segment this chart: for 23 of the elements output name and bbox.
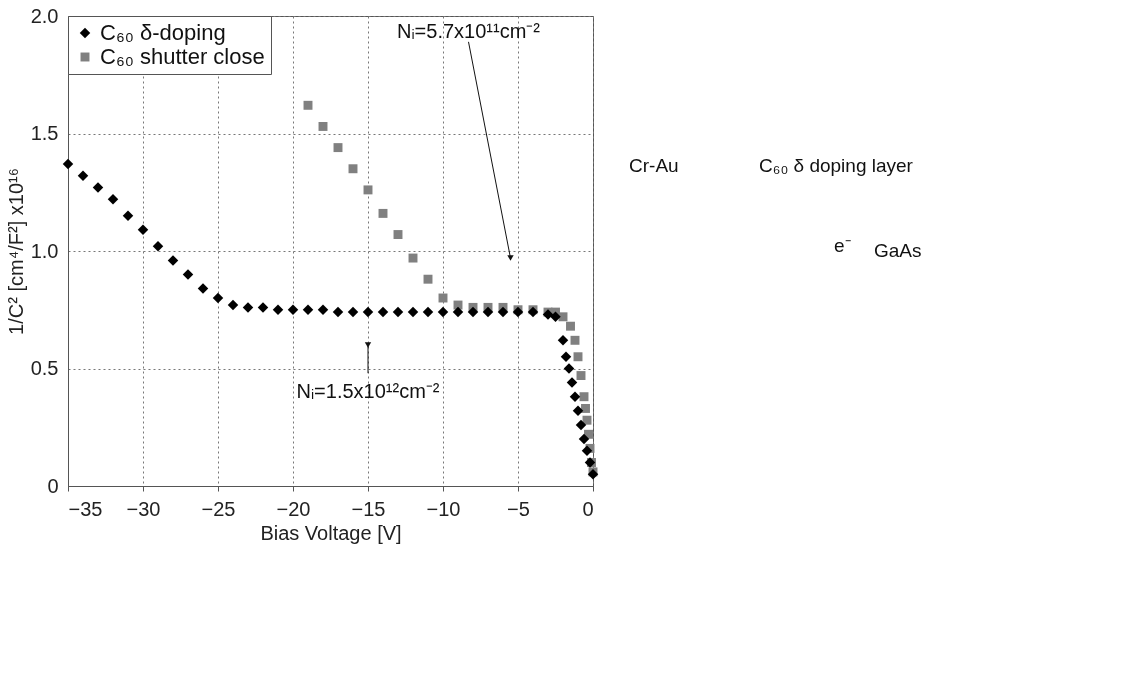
y-tick-label: 0 — [47, 474, 59, 497]
y-tick-label: 0.5 — [30, 357, 59, 379]
text: GaAs — [874, 240, 922, 261]
y-tick-label: 1.0 — [30, 239, 59, 262]
x-tick-label: −20 — [276, 497, 311, 520]
legend-label: C₆₀ shutter close — [100, 44, 265, 69]
text: C₆₀ δ doping layer — [759, 155, 914, 176]
y-axis-title: 1/C² [cm⁴/F²] x10¹⁶ — [4, 168, 27, 335]
x-tick-label: −30 — [126, 497, 161, 520]
y-tick-label: 1.5 — [30, 122, 59, 144]
text: Cr-Au — [629, 155, 679, 176]
x-tick-label: −25 — [201, 497, 236, 520]
legend-label: C₆₀ δ-doping — [100, 20, 226, 45]
annotation: Nᵢ=1.5x10¹²cm⁻² — [296, 380, 440, 402]
x-tick-label: −15 — [351, 497, 386, 520]
x-tick-label: 0 — [582, 497, 594, 520]
x-axis-title: Bias Voltage [V] — [260, 521, 402, 544]
x-tick-label: −10 — [426, 497, 461, 520]
x-tick-label: −5 — [507, 497, 530, 520]
annotation: Nᵢ=5.7x10¹¹cm⁻² — [397, 20, 541, 43]
text: e⁻ — [834, 235, 851, 256]
y-tick-label: 2.0 — [30, 4, 59, 27]
x-tick-label: −35 — [68, 497, 103, 520]
